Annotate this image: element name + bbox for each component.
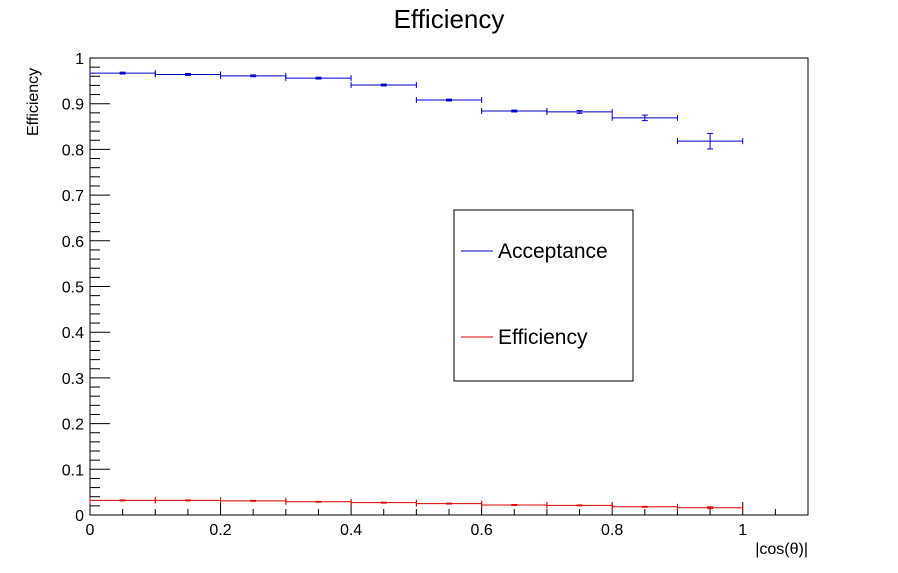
data-point	[481, 501, 548, 508]
x-tick-label: 1	[738, 522, 747, 539]
plot-frame	[89, 57, 809, 516]
data-point	[220, 72, 287, 79]
data-point	[415, 97, 483, 104]
chart-title: Efficiency	[394, 4, 505, 34]
x-tick-label: 0.4	[340, 522, 362, 539]
data-point	[89, 497, 156, 504]
y-tick-label: 1	[75, 51, 84, 68]
data-point	[220, 497, 287, 504]
data-point	[285, 498, 352, 505]
legend-label-acceptance: Acceptance	[498, 240, 608, 263]
legend: Acceptance Efficiency	[453, 209, 634, 382]
y-tick-label: 0.6	[62, 234, 84, 251]
data-point	[154, 71, 222, 78]
y-tick-label: 0.7	[62, 188, 84, 205]
series-layer	[89, 70, 744, 511]
data-point	[546, 108, 613, 115]
y-axis-title: Efficiency	[25, 68, 42, 136]
data-point	[89, 70, 156, 77]
data-point	[350, 499, 417, 506]
data-point	[546, 502, 613, 509]
y-tick-label: 0.1	[62, 462, 84, 479]
y-tick-label: 0.9	[62, 97, 84, 114]
x-tick-label: 0.8	[601, 522, 623, 539]
y-tick-label: 0.3	[62, 371, 84, 388]
y-tick-label: 0.5	[62, 280, 84, 297]
data-point	[350, 81, 417, 88]
data-point	[676, 504, 744, 511]
axes: 0 0.2 0.4 0.6 0.8 1 0 0.1 0.2 0.3 0.4 0.5 0.6 0.7 0.8 0…	[62, 51, 809, 539]
series-efficiency	[89, 497, 744, 511]
x-axis-title: |cos(θ)|	[755, 541, 808, 558]
legend-box	[453, 209, 634, 382]
data-point	[611, 503, 678, 510]
y-tick-label: 0.8	[62, 142, 84, 159]
data-point	[154, 497, 222, 504]
data-point	[481, 108, 548, 115]
y-tick-label: 0.4	[62, 325, 84, 342]
data-point	[676, 132, 744, 150]
x-tick-label: 0	[86, 522, 95, 539]
data-point	[611, 114, 678, 122]
data-point	[415, 500, 483, 507]
y-tick-label: 0.2	[62, 417, 84, 434]
y-tick-label: 0	[75, 508, 84, 525]
data-point	[285, 75, 352, 82]
x-tick-label: 0.6	[471, 522, 493, 539]
x-tick-label: 0.2	[209, 522, 231, 539]
legend-label-efficiency: Efficiency	[498, 326, 588, 349]
series-acceptance	[89, 70, 744, 150]
